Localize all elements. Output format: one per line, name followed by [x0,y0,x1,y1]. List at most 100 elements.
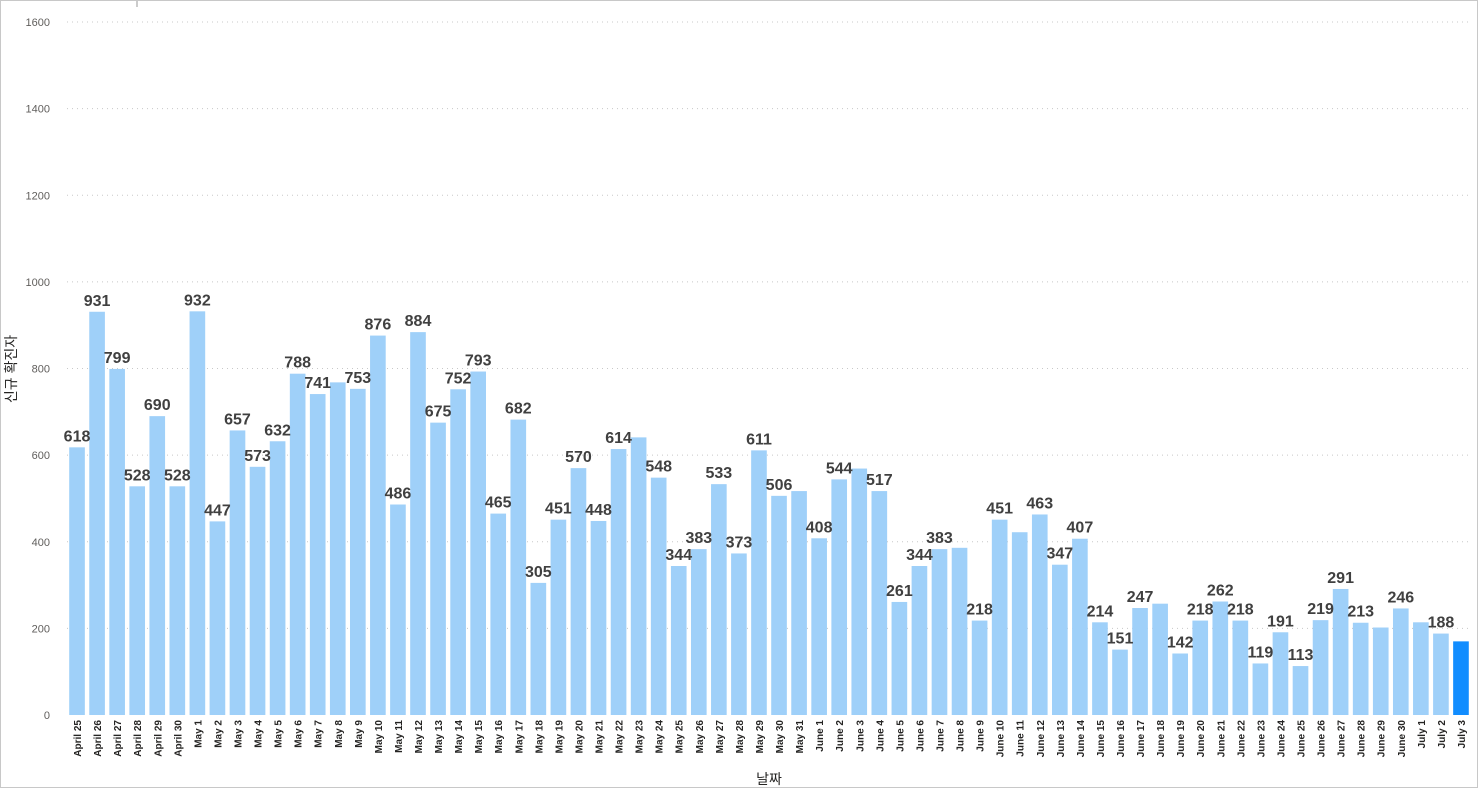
bar[interactable] [971,620,988,715]
bar[interactable] [1453,641,1469,715]
bar[interactable] [711,484,727,715]
bar[interactable] [911,566,928,715]
bar[interactable] [1112,649,1128,715]
bar[interactable] [1272,632,1289,715]
bars [69,311,1469,715]
bar[interactable] [931,549,948,715]
bar[interactable] [1292,666,1309,715]
bar[interactable] [470,371,486,715]
data-label: 142 [1167,634,1194,651]
data-label: 246 [1387,589,1414,606]
bar[interactable] [1031,514,1048,715]
bar[interactable] [189,311,206,715]
bar[interactable] [89,311,105,715]
bar[interactable] [630,437,647,715]
bar[interactable] [209,521,226,715]
bar[interactable] [1312,620,1329,715]
bar[interactable] [149,416,166,715]
bar[interactable] [490,513,507,715]
bar[interactable] [370,335,386,715]
x-tick-label: May 18 [534,720,545,754]
bar[interactable] [510,419,527,715]
bar[interactable] [1212,601,1229,715]
bar[interactable] [269,441,286,715]
bar[interactable] [289,373,306,715]
bar[interactable] [650,477,667,715]
bar[interactable] [410,332,426,715]
bar[interactable] [1072,538,1088,715]
bar[interactable] [329,382,346,715]
data-label: 533 [706,465,733,482]
bar[interactable] [109,368,125,715]
bar[interactable] [390,504,406,715]
bar[interactable] [1372,627,1389,715]
bar[interactable] [871,491,888,715]
bar[interactable] [831,479,848,715]
bar[interactable] [590,520,607,715]
bar[interactable] [350,388,366,715]
bar[interactable] [1132,608,1148,715]
bar[interactable] [991,519,1008,715]
bar[interactable] [1413,622,1429,715]
bar[interactable] [309,394,326,715]
bar[interactable] [1232,620,1249,715]
data-label: 347 [1046,546,1073,563]
bar[interactable] [771,495,787,715]
bar[interactable] [570,468,587,715]
x-tick-label: June 6 [915,720,926,752]
data-label: 528 [124,467,151,484]
x-tick-label: May 8 [334,720,345,748]
x-tick-label: June 17 [1136,720,1147,758]
y-tick-label: 1000 [26,277,50,289]
bar[interactable] [229,430,246,715]
bar[interactable] [1052,564,1068,715]
bar[interactable] [169,486,186,715]
bar[interactable] [690,549,707,715]
bar[interactable] [891,601,908,715]
bar[interactable] [791,491,807,715]
bar[interactable] [1192,620,1209,715]
bar[interactable] [731,553,747,715]
data-label: 214 [1087,603,1114,620]
bar[interactable] [1433,633,1449,715]
data-label: 465 [485,495,512,512]
bar[interactable] [1252,663,1269,715]
bar[interactable] [1392,608,1409,715]
bar[interactable] [1152,603,1168,715]
x-tick-label: June 23 [1256,720,1267,758]
x-tick-label: May 31 [795,720,806,754]
bar[interactable] [530,582,547,715]
bar[interactable] [1332,588,1349,715]
bar[interactable] [550,519,567,715]
y-tick-label: 800 [32,364,50,376]
bar[interactable] [1172,653,1188,715]
bar[interactable] [450,389,466,715]
x-tick-label: May 23 [635,720,646,754]
bar[interactable] [1011,532,1028,715]
bar[interactable] [951,547,968,715]
bar[interactable] [430,422,446,715]
bar[interactable] [610,449,627,715]
bar[interactable] [751,450,767,715]
x-tick-label: June 12 [1036,720,1047,758]
x-tick-label: June 3 [855,720,866,752]
x-tick-label: June 25 [1297,720,1308,758]
data-label: 675 [425,404,452,421]
bar[interactable] [670,566,687,715]
x-tick-label: May 28 [735,720,746,754]
bar[interactable] [851,468,868,715]
data-label: 191 [1267,613,1294,630]
x-tick-label: April 28 [133,720,144,757]
bar[interactable] [249,466,266,715]
bar[interactable] [1092,622,1108,715]
bar[interactable] [129,486,146,715]
bar[interactable] [69,447,85,715]
x-tick-label: May 12 [414,720,425,754]
x-tick-label: May 24 [655,720,666,754]
x-tick-label: May 7 [314,720,325,748]
bar[interactable] [1352,622,1369,715]
data-label: 261 [886,583,913,600]
x-axis-ticks: April 25 April 26 April 27 April 28 April 29… [73,720,1468,758]
bar[interactable] [811,538,827,715]
x-tick-label: June 21 [1216,720,1227,758]
